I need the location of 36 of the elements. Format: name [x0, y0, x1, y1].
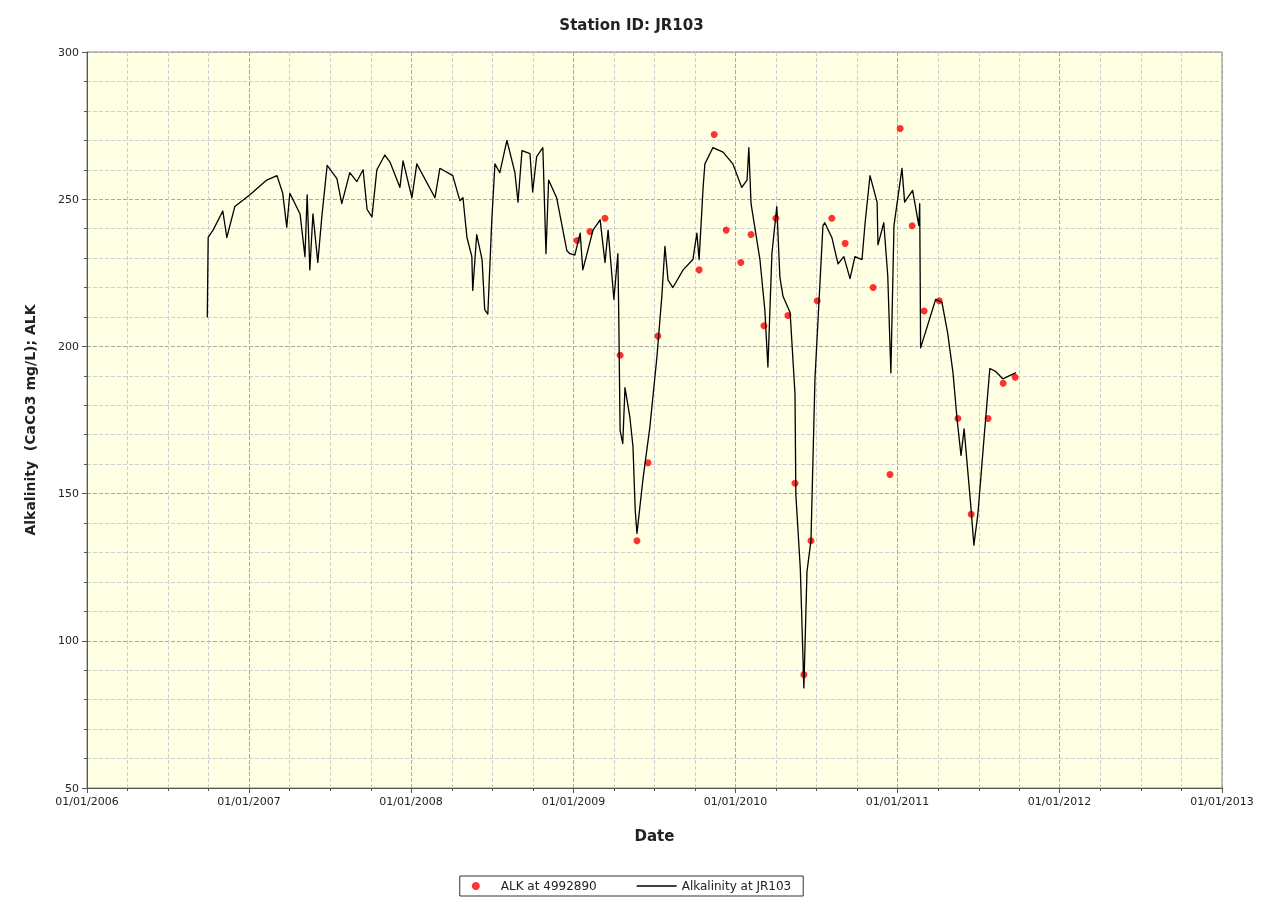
x-tick-label: 01/01/2013	[1190, 795, 1254, 808]
y-axis-title: Alkalinity (CaCo3 mg/L); ALK	[22, 303, 38, 536]
x-tick-label: 01/01/2008	[379, 795, 443, 808]
line-series	[206, 139, 1017, 689]
x-axis-title: Date	[634, 826, 675, 845]
point	[1011, 373, 1019, 381]
x-tick-label: 01/01/2012	[1027, 795, 1092, 808]
point	[869, 284, 877, 292]
y-tick-label: 50	[65, 781, 79, 795]
point	[633, 537, 641, 545]
point	[747, 231, 755, 239]
point	[710, 130, 718, 138]
legend-label: Alkalinity at JR103	[681, 879, 792, 893]
point	[737, 259, 745, 266]
y-tick-label: 200	[58, 339, 79, 353]
x-tick-label: 01/01/2006	[55, 795, 119, 808]
point	[695, 266, 703, 274]
point	[828, 214, 836, 222]
point	[999, 379, 1007, 387]
chart-title: Station ID: JR103	[559, 15, 704, 34]
x-tick-label: 01/01/2010	[703, 795, 768, 808]
point	[841, 239, 849, 247]
x-tick-label: 01/01/2009	[541, 795, 606, 808]
point	[896, 125, 904, 133]
legend-label: ALK at 4992890	[500, 879, 597, 893]
x-tick-label: 01/01/2011	[865, 795, 930, 808]
point	[886, 470, 894, 478]
y-tick-label: 300	[58, 45, 79, 59]
point	[920, 307, 928, 315]
point	[601, 214, 609, 222]
y-tick-label: 250	[58, 192, 79, 206]
y-tick-label: 100	[58, 634, 79, 648]
y-tick-label: 150	[58, 487, 79, 501]
point	[908, 222, 916, 230]
x-tick-label: 01/01/2007	[217, 795, 281, 808]
point	[722, 226, 730, 234]
